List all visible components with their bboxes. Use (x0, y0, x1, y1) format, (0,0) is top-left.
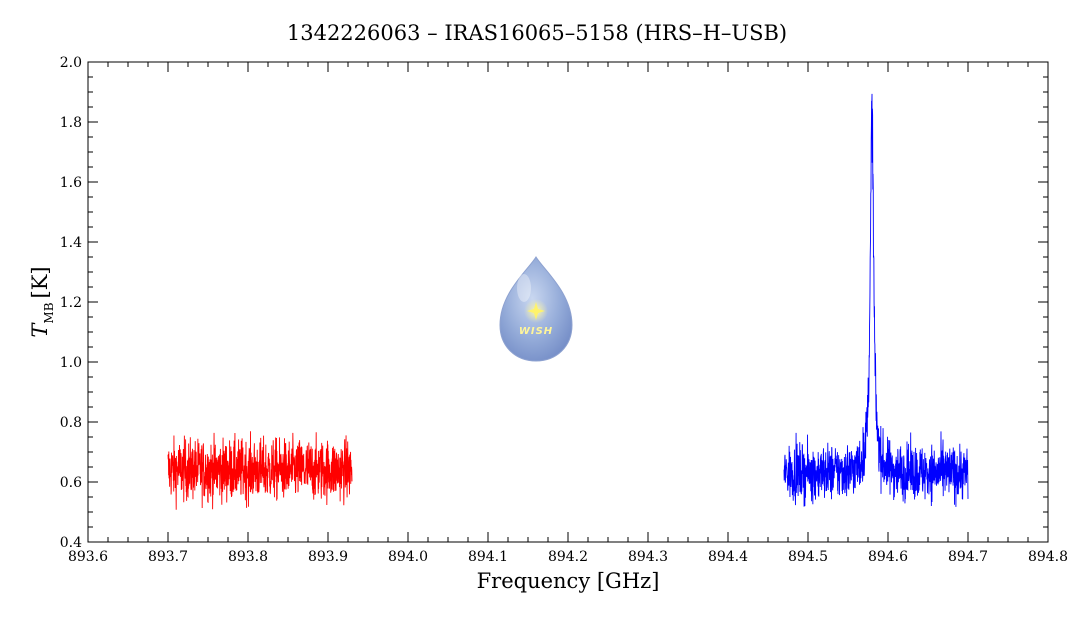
x-tick-label: 894.8 (1028, 549, 1068, 565)
plot-frame (87, 61, 1049, 543)
x-axis-label: Frequency [GHz] (477, 569, 660, 593)
series-line-1 (167, 431, 353, 510)
y-tick-label: 1.6 (60, 175, 82, 191)
y-tick-labels: 0.4 0.6 0.8 1.0 1.2 1.4 1.6 1.8 2.0 (60, 55, 82, 551)
y-tick-label: 0.6 (60, 475, 82, 491)
y-tick-label: 1.4 (60, 235, 82, 251)
series-layer (167, 93, 969, 510)
y-tick-label: 0.4 (60, 535, 82, 551)
x-tick-label: 893.9 (308, 549, 348, 565)
x-tick-label: 893.8 (228, 549, 268, 565)
wish-logo-text: WISH (519, 326, 553, 337)
x-tick-label: 894.6 (868, 549, 908, 565)
wish-logo-star-icon (527, 302, 545, 320)
y-tick-label: 1.8 (60, 115, 82, 131)
y-axis-label-subscript: MB (42, 302, 56, 323)
x-tick-label: 893.6 (68, 549, 108, 565)
wish-logo: WISH (499, 256, 573, 362)
y-axis-label-unit: [K] (28, 266, 52, 298)
x-tick-label: 894.3 (628, 549, 668, 565)
y-axis-label: TMB [K] (28, 266, 56, 337)
y-axis-label-symbol: T (28, 322, 52, 338)
x-tick-labels: 893.6 893.7 893.8 893.9 894.0 894.1 894.2 894.3… (68, 549, 1068, 565)
y-tick-label: 1.2 (60, 295, 82, 311)
x-tick-label: 894.7 (948, 549, 988, 565)
y-tick-label: 1.0 (60, 355, 82, 371)
series-line-2 (783, 93, 969, 507)
x-tick-label: 894.2 (548, 549, 588, 565)
y-tick-label: 0.8 (60, 415, 82, 431)
svg-text:TMB[K]: TMB [K] (28, 266, 56, 337)
y-tick-label: 2.0 (60, 55, 82, 71)
x-tick-label: 893.7 (148, 549, 188, 565)
x-tick-label: 894.4 (708, 549, 748, 565)
axis-ticks (87, 61, 1049, 543)
x-tick-label: 894.5 (788, 549, 828, 565)
chart-title: 1342226063 – IRAS16065–5158 (HRS–H–USB) (287, 21, 787, 45)
x-tick-label: 894.1 (468, 549, 508, 565)
wish-logo-highlight (517, 274, 531, 302)
x-tick-label: 894.0 (388, 549, 428, 565)
